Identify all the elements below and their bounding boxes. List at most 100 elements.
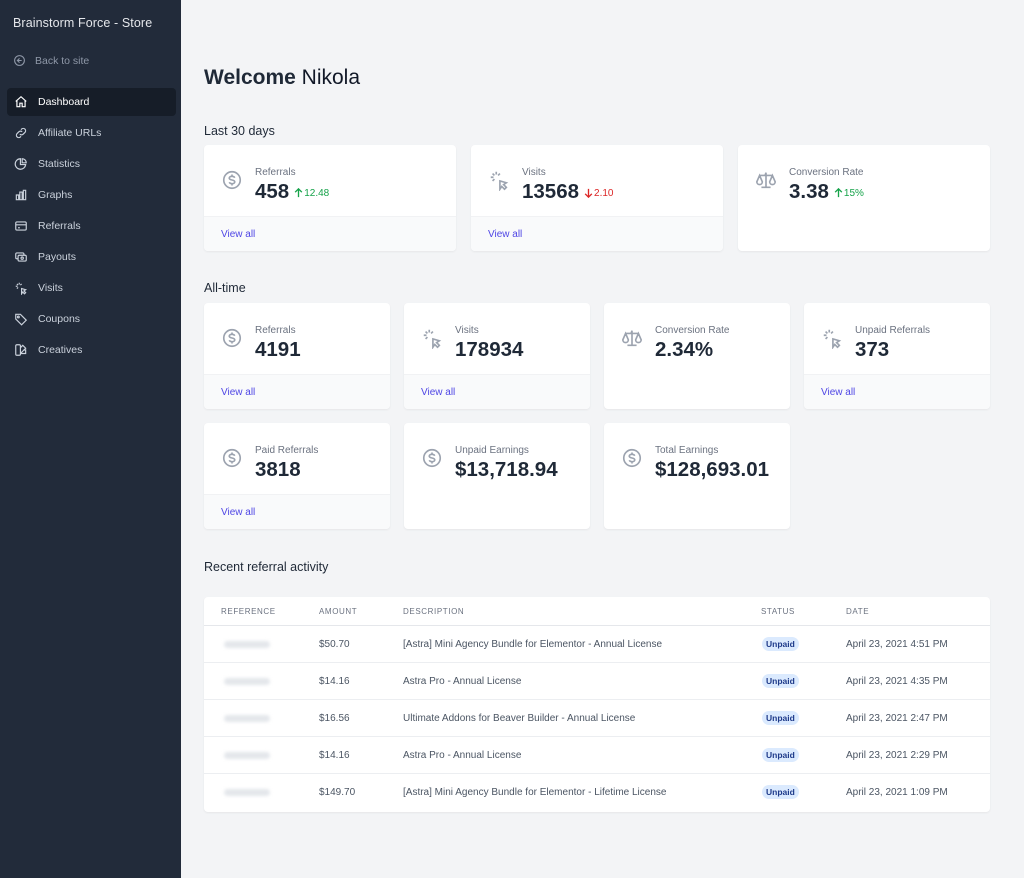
sidebar-item-label: Statistics bbox=[38, 158, 81, 170]
cursor-click-icon bbox=[823, 329, 842, 349]
row-date: April 23, 2021 1:09 PM bbox=[846, 787, 948, 798]
sidebar-item-label: Affiliate URLs bbox=[38, 127, 102, 139]
page-title: Welcome Nikola bbox=[204, 66, 360, 90]
reference-redacted bbox=[224, 715, 270, 722]
dollar-circle-icon bbox=[222, 170, 242, 190]
arrow-circle-left-icon bbox=[14, 55, 25, 66]
card-footer: View all bbox=[471, 216, 723, 251]
stat-label: Visits bbox=[455, 325, 479, 336]
cash-icon bbox=[15, 252, 27, 262]
stat-value: 4191 bbox=[255, 338, 301, 361]
table-row: $14.16 Astra Pro - Annual License Unpaid… bbox=[204, 737, 990, 774]
stat-card-unpaid-earnings: Unpaid Earnings $13,718.94 bbox=[404, 423, 590, 529]
cursor-click-icon bbox=[490, 171, 509, 191]
sidebar-item-graphs[interactable]: Graphs bbox=[7, 181, 176, 209]
arrow-up-icon bbox=[834, 188, 843, 198]
bar-chart-icon bbox=[15, 189, 27, 201]
view-all-link[interactable]: View all bbox=[421, 386, 456, 398]
view-all-link[interactable]: View all bbox=[488, 228, 523, 240]
arrow-up-icon bbox=[294, 188, 303, 198]
stat-value: 178934 bbox=[455, 338, 524, 361]
stat-card-referrals-all: Referrals 4191 View all bbox=[204, 303, 390, 409]
stat-value: $13,718.94 bbox=[455, 458, 558, 481]
tag-icon bbox=[15, 313, 28, 326]
table-row: $149.70 [Astra] Mini Agency Bundle for E… bbox=[204, 774, 990, 811]
color-swatch-icon bbox=[15, 344, 27, 356]
row-description: [Astra] Mini Agency Bundle for Elementor… bbox=[403, 787, 667, 798]
stat-value: 3.38 bbox=[789, 180, 829, 203]
dollar-circle-icon bbox=[622, 448, 642, 468]
card-footer: View all bbox=[804, 374, 990, 409]
stat-label: Visits bbox=[522, 167, 546, 178]
credit-card-icon bbox=[15, 221, 27, 231]
stat-delta-value: 15% bbox=[843, 187, 864, 199]
table-row: $16.56 Ultimate Addons for Beaver Builde… bbox=[204, 700, 990, 737]
column-header-status: STATUS bbox=[761, 607, 795, 616]
sidebar-item-label: Referrals bbox=[38, 220, 81, 232]
stat-label: Paid Referrals bbox=[255, 445, 319, 456]
stat-label: Unpaid Earnings bbox=[455, 445, 529, 456]
store-name: Brainstorm Force - Store bbox=[13, 16, 153, 30]
sidebar-nav: Dashboard Affiliate URLs Statistics Grap… bbox=[7, 88, 176, 367]
stat-card-conversion-all: Conversion Rate 2.34% bbox=[604, 303, 790, 409]
sidebar-item-payouts[interactable]: Payouts bbox=[7, 243, 176, 271]
row-date: April 23, 2021 2:47 PM bbox=[846, 713, 948, 724]
sidebar-item-coupons[interactable]: Coupons bbox=[7, 305, 176, 333]
row-amount: $50.70 bbox=[319, 639, 350, 650]
sidebar-item-visits[interactable]: Visits bbox=[7, 274, 176, 302]
view-all-link[interactable]: View all bbox=[221, 228, 256, 240]
stat-delta: 12.48 bbox=[294, 188, 329, 199]
reference-redacted bbox=[224, 678, 270, 685]
table-row: $14.16 Astra Pro - Annual License Unpaid… bbox=[204, 663, 990, 700]
stat-label: Total Earnings bbox=[655, 445, 719, 456]
sidebar-item-referrals[interactable]: Referrals bbox=[7, 212, 176, 240]
stat-card-referrals-30d: Referrals 458 12.48 View all bbox=[204, 145, 456, 251]
dollar-circle-icon bbox=[222, 328, 242, 348]
dollar-circle-icon bbox=[422, 448, 442, 468]
sidebar-item-statistics[interactable]: Statistics bbox=[7, 150, 176, 178]
link-icon bbox=[15, 127, 27, 139]
row-description: Ultimate Addons for Beaver Builder - Ann… bbox=[403, 713, 636, 724]
row-amount: $16.56 bbox=[319, 713, 350, 724]
sidebar-item-label: Creatives bbox=[38, 344, 83, 356]
sidebar-item-creatives[interactable]: Creatives bbox=[7, 336, 176, 364]
stat-delta: 15% bbox=[834, 188, 864, 199]
referral-table: REFERENCE AMOUNT DESCRIPTION STATUS DATE… bbox=[204, 597, 990, 812]
column-header-description: DESCRIPTION bbox=[403, 607, 465, 616]
row-description: [Astra] Mini Agency Bundle for Elementor… bbox=[403, 639, 663, 650]
reference-redacted bbox=[224, 641, 270, 648]
last-30-days-title: Last 30 days bbox=[204, 124, 275, 138]
back-to-site-link[interactable]: Back to site bbox=[13, 54, 89, 67]
view-all-link[interactable]: View all bbox=[821, 386, 856, 398]
view-all-link[interactable]: View all bbox=[221, 386, 256, 398]
home-icon bbox=[15, 95, 27, 108]
scale-icon bbox=[622, 330, 642, 347]
column-header-amount: AMOUNT bbox=[319, 607, 358, 616]
scale-icon bbox=[756, 172, 776, 189]
stat-card-visits-30d: Visits 13568 2.10 View all bbox=[471, 145, 723, 251]
sidebar-item-dashboard[interactable]: Dashboard bbox=[7, 88, 176, 116]
recent-activity-title: Recent referral activity bbox=[204, 560, 329, 574]
stat-label: Conversion Rate bbox=[789, 167, 864, 178]
reference-redacted bbox=[224, 752, 270, 759]
welcome-prefix: Welcome bbox=[204, 66, 296, 89]
table-header: REFERENCE AMOUNT DESCRIPTION STATUS DATE bbox=[204, 597, 990, 626]
stat-card-conversion-30d: Conversion Rate 3.38 15% bbox=[738, 145, 990, 251]
status-badge: Unpaid bbox=[762, 637, 799, 651]
sidebar-item-affiliate-urls[interactable]: Affiliate URLs bbox=[7, 119, 176, 147]
row-date: April 23, 2021 2:29 PM bbox=[846, 750, 948, 761]
stat-delta-value: 2.10 bbox=[594, 187, 614, 199]
stat-card-unpaid-referrals: Unpaid Referrals 373 View all bbox=[804, 303, 990, 409]
stat-label: Referrals bbox=[255, 167, 296, 178]
stat-delta: 2.10 bbox=[584, 188, 613, 199]
row-amount: $14.16 bbox=[319, 676, 350, 687]
row-description: Astra Pro - Annual License bbox=[403, 750, 522, 761]
stat-label: Unpaid Referrals bbox=[855, 325, 931, 336]
stat-delta-value: 12.48 bbox=[304, 187, 330, 199]
stat-card-visits-all: Visits 178934 View all bbox=[404, 303, 590, 409]
view-all-link[interactable]: View all bbox=[221, 506, 256, 518]
back-to-site-label: Back to site bbox=[35, 54, 90, 67]
row-amount: $14.16 bbox=[319, 750, 350, 761]
cursor-click-icon bbox=[423, 329, 442, 349]
stat-value: 3818 bbox=[255, 458, 301, 481]
